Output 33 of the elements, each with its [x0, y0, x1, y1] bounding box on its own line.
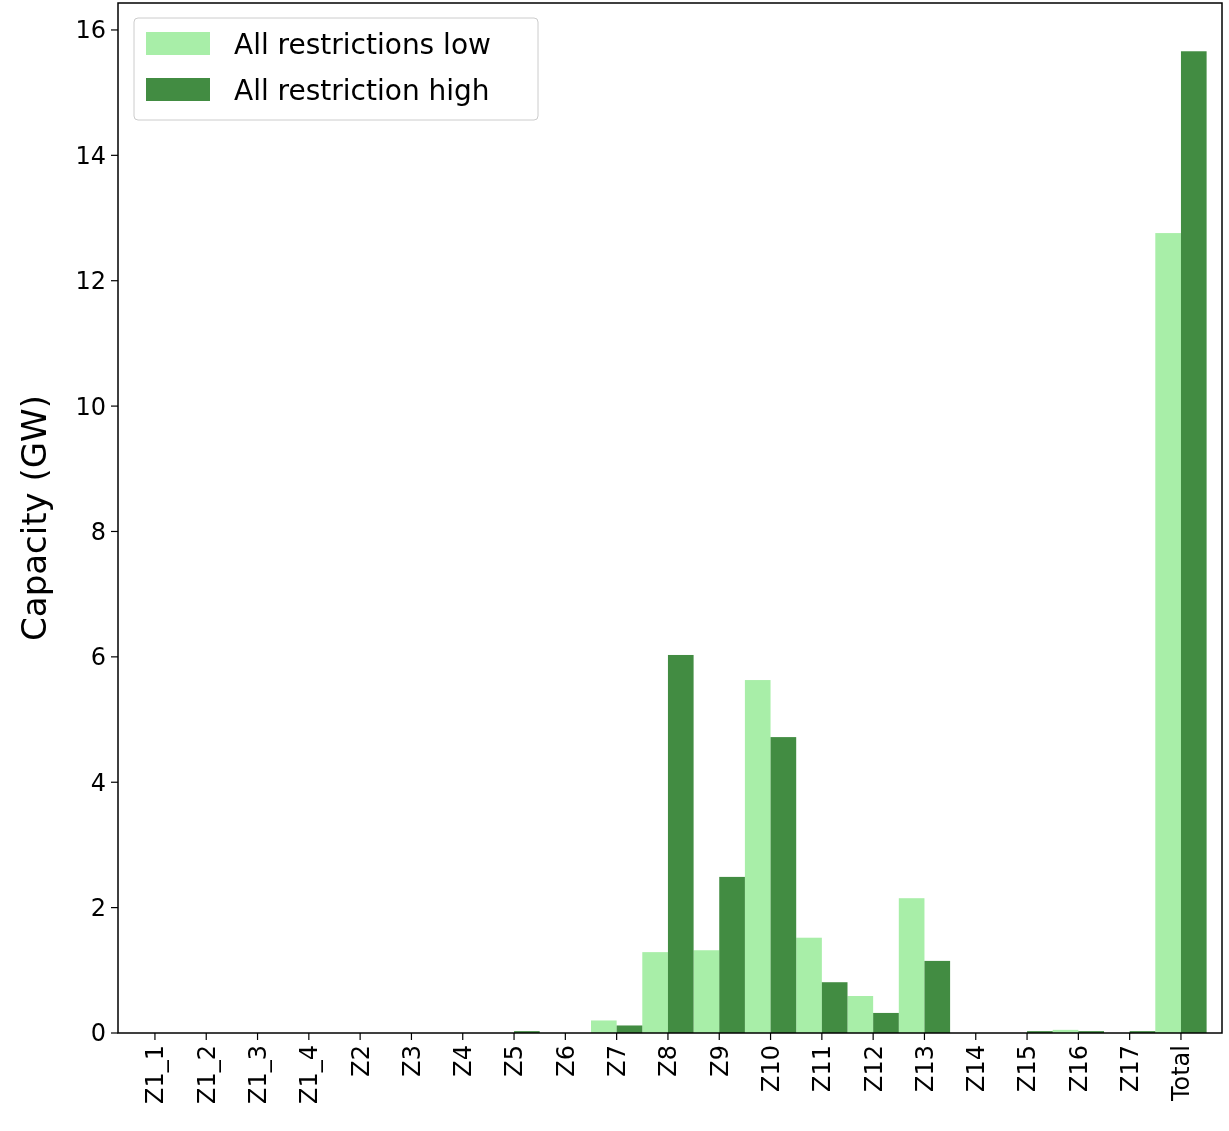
x-tick-label: Z10	[756, 1045, 785, 1092]
x-tick-label: Z1_1	[141, 1045, 170, 1104]
y-tick-label: 8	[90, 517, 106, 546]
x-tick-label: Z4	[449, 1045, 478, 1077]
y-tick-label: 14	[75, 141, 106, 170]
y-tick-label: 4	[90, 768, 106, 797]
x-tick-label: Z3	[397, 1045, 426, 1077]
x-tick-label: Z9	[705, 1045, 734, 1077]
x-tick-label: Z5	[500, 1045, 529, 1077]
x-tick-label: Z2	[346, 1045, 375, 1077]
y-axis-title: Capacity (GW)	[14, 395, 54, 641]
legend-label: All restriction high	[234, 73, 490, 107]
x-tick-label: Z13	[910, 1045, 939, 1092]
x-tick-label: Z6	[551, 1045, 580, 1077]
x-tick-label: Z7	[603, 1045, 632, 1077]
x-tick-label: Total	[1167, 1045, 1196, 1103]
x-tick-label: Z12	[859, 1045, 888, 1092]
x-tick-label: Z16	[1064, 1045, 1093, 1092]
x-tick-label: Z15	[1013, 1045, 1042, 1092]
y-tick-label: 12	[75, 267, 106, 296]
x-tick-label: Z17	[1116, 1045, 1145, 1092]
y-tick-label: 10	[75, 392, 106, 421]
y-tick-label: 0	[90, 1019, 106, 1048]
legend-label: All restrictions low	[234, 27, 491, 61]
x-tick-label: Z1_2	[192, 1045, 221, 1104]
x-tick-label: Z1_3	[243, 1045, 272, 1104]
y-tick-label: 2	[90, 894, 106, 923]
x-tick-label: Z8	[654, 1045, 683, 1077]
y-tick-label: 16	[75, 16, 106, 45]
x-tick-label: Z1_4	[295, 1045, 324, 1104]
x-tick-label: Z14	[962, 1045, 991, 1092]
x-tick-label: Z11	[808, 1045, 837, 1092]
y-tick-label: 6	[90, 643, 106, 672]
